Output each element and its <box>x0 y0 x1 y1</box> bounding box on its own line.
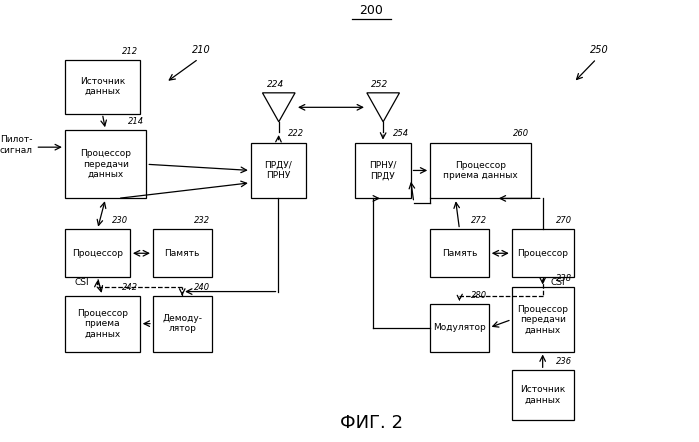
Text: ФИГ. 2: ФИГ. 2 <box>340 414 403 432</box>
FancyBboxPatch shape <box>251 142 306 198</box>
FancyBboxPatch shape <box>430 229 489 277</box>
Text: ПРНУ/
ПРДУ: ПРНУ/ ПРДУ <box>369 161 396 180</box>
Text: 240: 240 <box>194 282 210 292</box>
Text: CSI: CSI <box>551 278 565 287</box>
Text: Пилот-
сигнал: Пилот- сигнал <box>0 135 32 155</box>
Text: 280: 280 <box>470 291 487 300</box>
FancyBboxPatch shape <box>153 296 212 351</box>
Text: Источник
данных: Источник данных <box>520 385 565 405</box>
Text: 214: 214 <box>128 117 145 126</box>
Text: 210: 210 <box>192 46 211 56</box>
Text: 232: 232 <box>194 216 210 225</box>
Point <box>347 15 356 21</box>
Text: 238: 238 <box>556 274 572 283</box>
Text: 272: 272 <box>470 216 487 225</box>
Text: Процессор: Процессор <box>517 249 568 258</box>
Text: 250: 250 <box>590 46 609 56</box>
Text: 270: 270 <box>556 216 572 225</box>
Text: ПРДУ/
ПРНУ: ПРДУ/ ПРНУ <box>265 161 292 180</box>
Text: 252: 252 <box>371 80 389 88</box>
Text: 260: 260 <box>513 130 529 138</box>
Text: Демоду-
лятор: Демоду- лятор <box>162 314 202 333</box>
FancyBboxPatch shape <box>153 229 212 277</box>
Text: Память: Память <box>442 249 477 258</box>
FancyBboxPatch shape <box>430 304 489 351</box>
Text: Процессор
приема данных: Процессор приема данных <box>443 161 518 180</box>
Text: 200: 200 <box>359 4 383 17</box>
FancyBboxPatch shape <box>65 296 140 351</box>
Text: 212: 212 <box>122 46 138 56</box>
FancyBboxPatch shape <box>430 142 531 198</box>
Text: Процессор
приема
данных: Процессор приема данных <box>77 309 128 339</box>
Text: Процессор: Процессор <box>72 249 123 258</box>
FancyBboxPatch shape <box>65 229 130 277</box>
Text: CSI: CSI <box>74 278 89 287</box>
Text: 230: 230 <box>112 216 128 225</box>
FancyBboxPatch shape <box>512 229 574 277</box>
Text: Процессор
передачи
данных: Процессор передачи данных <box>517 305 568 335</box>
Text: 254: 254 <box>392 130 409 138</box>
Text: 242: 242 <box>122 282 138 292</box>
FancyBboxPatch shape <box>512 370 574 420</box>
Text: Процессор
передачи
данных: Процессор передачи данных <box>80 149 131 179</box>
FancyBboxPatch shape <box>65 130 146 198</box>
FancyBboxPatch shape <box>65 60 140 114</box>
Text: 236: 236 <box>556 357 572 366</box>
Text: Память: Память <box>164 249 200 258</box>
Text: 222: 222 <box>288 130 304 138</box>
FancyBboxPatch shape <box>355 142 410 198</box>
Text: Источник
данных: Источник данных <box>80 77 125 96</box>
Text: Модулятор: Модулятор <box>433 323 486 332</box>
FancyBboxPatch shape <box>512 287 574 351</box>
Point <box>387 15 395 21</box>
Text: 224: 224 <box>267 80 284 88</box>
